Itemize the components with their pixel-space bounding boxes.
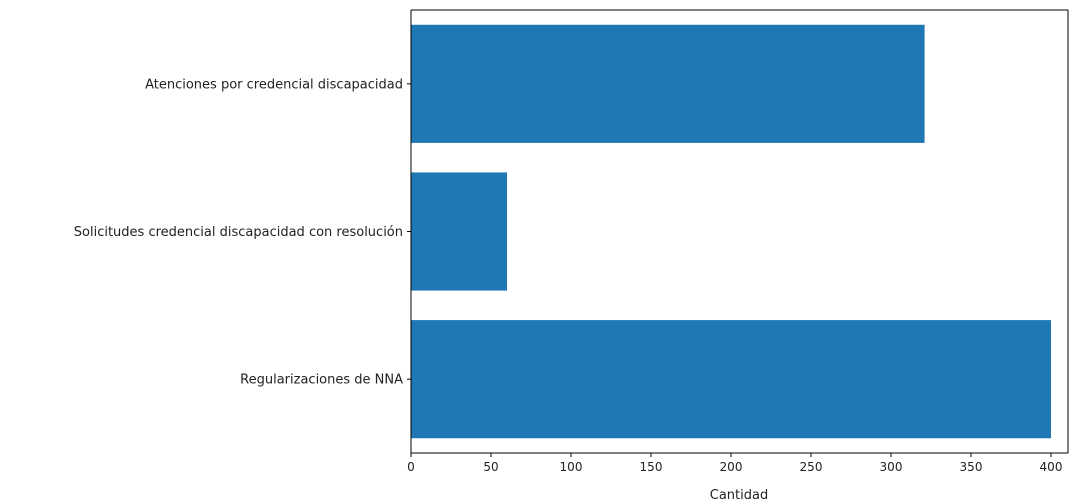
y-ticks-group: Atenciones por credencial discapacidad So… [74,77,411,388]
bars-group [411,24,1051,439]
x-tick-label-0: 0 [407,460,415,474]
y-tick-label-0: Atenciones por credencial discapacidad [145,77,403,92]
x-tick-label-4: 200 [720,460,743,474]
bar-1 [411,172,507,291]
x-tick-label-1: 50 [483,460,498,474]
x-tick-label-5: 250 [800,460,823,474]
y-tick-label-1: Solicitudes credencial discapacidad con … [74,225,403,240]
x-tick-label-7: 350 [960,460,983,474]
bar-0 [411,24,925,143]
x-tick-label-2: 100 [560,460,583,474]
bar-2 [411,320,1051,439]
y-tick-label-2: Regularizaciones de NNA [240,373,403,388]
x-tick-label-8: 400 [1040,460,1063,474]
x-axis-label: Cantidad [710,488,768,503]
x-ticks-group: 0 50 100 150 200 250 300 350 400 [407,453,1062,474]
x-tick-label-3: 150 [640,460,663,474]
x-tick-label-6: 300 [880,460,903,474]
